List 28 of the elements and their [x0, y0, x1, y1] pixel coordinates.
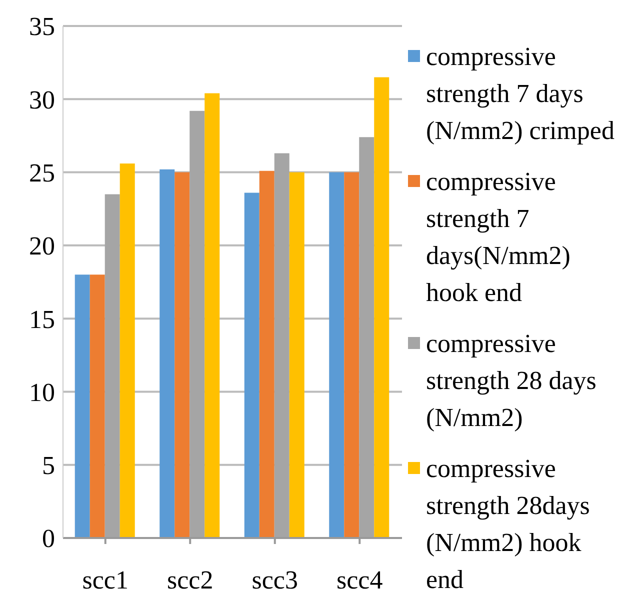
- bar: [174, 172, 190, 538]
- legend-label: compressive strength 7 days (N/mm2) crimped: [426, 41, 616, 147]
- y-tick-label: 15: [29, 304, 55, 334]
- bar: [74, 274, 90, 538]
- bar: [374, 77, 390, 538]
- x-tick-label: scc4: [336, 565, 383, 594]
- legend-label: compressive strength 7 days(N/mm2) hook end: [426, 166, 572, 309]
- x-tick-label: scc1: [82, 565, 128, 594]
- bar: [329, 172, 344, 538]
- bar: [259, 170, 274, 538]
- bar: [344, 172, 360, 538]
- legend-label: compressive strength 28 days (N/mm2): [426, 328, 598, 434]
- legend-label: compressive strength 28days (N/mm2) hook end: [426, 453, 591, 596]
- bar: [120, 164, 135, 538]
- y-tick-label: 35: [29, 12, 55, 42]
- y-tick-label: 25: [29, 158, 55, 188]
- y-tick-label: 20: [29, 232, 55, 261]
- y-tick-label: 30: [29, 85, 55, 114]
- x-tick-label: scc2: [167, 565, 214, 594]
- bar: [90, 274, 105, 538]
- bar: [160, 169, 175, 538]
- x-tick-label: scc3: [252, 565, 298, 594]
- y-tick-label: 0: [42, 524, 55, 554]
- bar: [289, 172, 304, 538]
- y-tick-label: 10: [29, 378, 55, 407]
- bar: [204, 93, 220, 538]
- y-tick-label: 5: [42, 451, 55, 480]
- bar: [244, 192, 260, 538]
